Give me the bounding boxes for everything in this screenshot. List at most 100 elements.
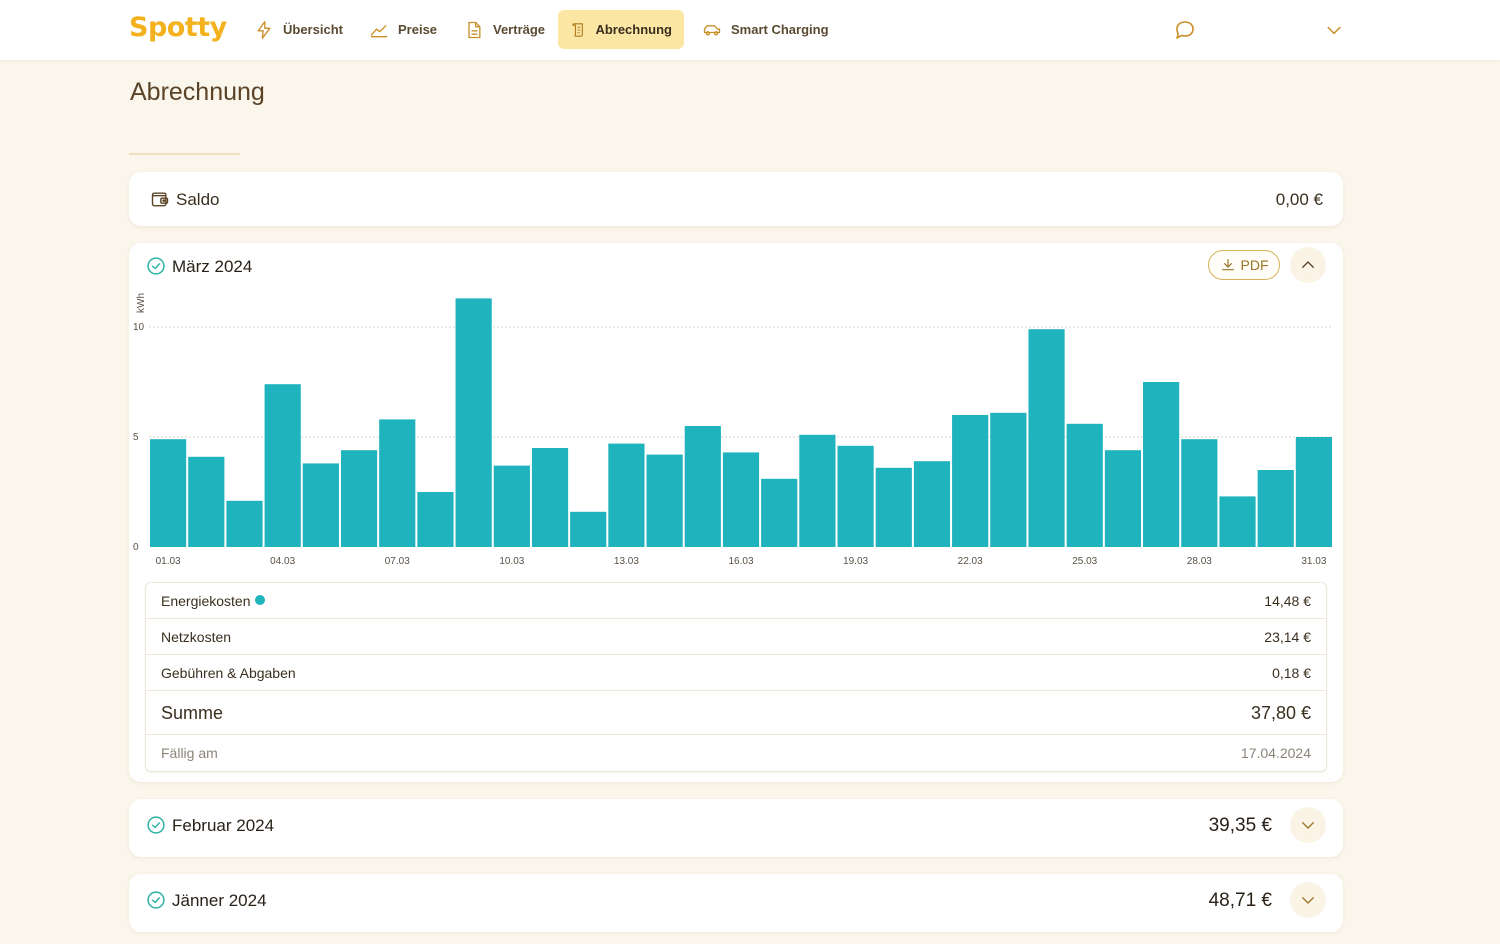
check-circle-icon (147, 891, 165, 909)
chart-bar-28.03[interactable] (1181, 439, 1218, 547)
chart-bar-31.03[interactable] (1295, 437, 1332, 547)
y-tick-label: 5 (133, 432, 139, 443)
chart-bar-14.03[interactable] (646, 454, 683, 547)
wallet-icon (151, 192, 169, 207)
chart-bar-03.03[interactable] (226, 500, 263, 547)
cost-value: 14,48 € (1264, 593, 1311, 609)
consumption-bar-chart: kWh 0 5 10 01.03 04.03 07.03 10.03 13.03 16.03 1… (133, 293, 1333, 567)
check-circle-icon (147, 816, 165, 834)
saldo-value: 0,00 € (1275, 190, 1323, 209)
x-tick-label: 31.03 (1301, 556, 1326, 567)
chart-bar-22.03[interactable] (952, 415, 989, 547)
chart-bar-21.03[interactable] (913, 461, 951, 547)
x-tick-label: 04.03 (270, 556, 295, 567)
cost-row-energy: Energiekosten 14,48 € (146, 583, 1326, 619)
chat-icon[interactable] (1173, 18, 1197, 42)
chart-bar-15.03[interactable] (684, 426, 721, 547)
invoice-card-march: März 2024 PDF kWh 0 5 10 01.03 04.03 07.03 10… (129, 243, 1343, 782)
energy-legend-dot (254, 595, 265, 605)
x-tick-label: 28.03 (1187, 556, 1212, 567)
invoice-card-february[interactable]: Februar 2024 39,35 € (129, 799, 1343, 857)
chart-bar-27.03[interactable] (1143, 382, 1180, 547)
expand-button[interactable] (1290, 882, 1326, 918)
chart-bar-23.03[interactable] (990, 412, 1027, 547)
due-date-label: Fällig am (161, 745, 218, 761)
chart-bar-04.03[interactable] (264, 384, 301, 547)
y-tick-label: 0 (133, 542, 139, 553)
receipt-icon (572, 22, 583, 37)
chart-bar-07.03[interactable] (379, 419, 416, 547)
chart-bar-30.03[interactable] (1257, 470, 1294, 547)
chart-bar-16.03[interactable] (722, 452, 760, 547)
nav-label-uebersicht: Übersicht (283, 22, 343, 37)
cost-value: 0,18 € (1272, 665, 1311, 681)
nav-label-preise: Preise (398, 22, 438, 37)
x-tick-label: 25.03 (1072, 556, 1097, 567)
document-icon (468, 21, 481, 38)
chart-y-axis-label: kWh (136, 293, 147, 313)
total-label: Summe (161, 703, 224, 723)
chart-bar-12.03[interactable] (570, 511, 607, 547)
pdf-button-label: PDF (1240, 257, 1269, 273)
chart-bar-17.03[interactable] (761, 478, 798, 547)
cost-row-fees: Gebühren & Abgaben 0,18 € (146, 655, 1326, 691)
nav-item-vertraege[interactable]: Verträge (452, 10, 557, 49)
chart-bar-25.03[interactable] (1066, 423, 1103, 547)
cost-label: Energiekosten (161, 593, 265, 609)
invoice-amount: 48,71 € (1208, 890, 1272, 911)
chart-bar-10.03[interactable] (493, 465, 530, 547)
x-tick-label: 13.03 (614, 556, 639, 567)
invoice-month-title: Jänner 2024 (172, 891, 267, 910)
page-title: Abrechnung (130, 78, 265, 106)
y-tick-label: 10 (133, 322, 145, 333)
cost-value: 23,14 € (1264, 629, 1311, 645)
nav-label-smart-charging: Smart Charging (731, 22, 829, 37)
expand-button[interactable] (1290, 807, 1326, 843)
chart-bar-01.03[interactable] (150, 439, 187, 547)
nav-label-abrechnung: Abrechnung (595, 22, 672, 37)
check-circle-icon (147, 257, 165, 275)
nav-item-preise[interactable]: Preise (357, 10, 449, 49)
chart-bar-20.03[interactable] (875, 467, 912, 547)
chevron-down-icon (1302, 897, 1314, 904)
cost-row-due-date: Fällig am 17.04.2024 (146, 735, 1326, 771)
x-tick-label: 16.03 (728, 556, 753, 567)
pdf-download-button[interactable]: PDF (1208, 250, 1280, 280)
saldo-label: Saldo (176, 190, 220, 209)
chart-bar-05.03[interactable] (302, 463, 339, 547)
x-tick-label: 10.03 (499, 556, 524, 567)
chart-bar-26.03[interactable] (1104, 450, 1142, 547)
chart-bar-02.03[interactable] (188, 456, 225, 547)
chart-bar-13.03[interactable] (608, 443, 645, 547)
download-icon (1221, 259, 1234, 271)
cost-label: Netzkosten (161, 629, 232, 645)
chart-bar-08.03[interactable] (417, 492, 454, 547)
x-tick-label: 01.03 (156, 556, 181, 567)
saldo-card: Saldo 0,00 € (129, 172, 1343, 226)
app-logo[interactable]: Spotty (129, 12, 227, 43)
chart-bar-29.03[interactable] (1219, 496, 1256, 547)
chevron-down-icon[interactable] (1324, 20, 1344, 40)
chart-bar-09.03[interactable] (455, 298, 492, 547)
top-navigation: Spotty Übersicht Preise Verträge Abrechn… (0, 0, 1500, 60)
invoice-month-title: März 2024 (172, 257, 253, 276)
invoice-card-january[interactable]: Jänner 2024 48,71 € (129, 874, 1343, 932)
chart-bar-19.03[interactable] (837, 445, 874, 547)
chart-bar-24.03[interactable] (1028, 329, 1065, 547)
chart-bar-06.03[interactable] (340, 450, 378, 547)
nav-item-uebersicht[interactable]: Übersicht (242, 10, 355, 49)
invoice-month-title: Februar 2024 (172, 816, 275, 835)
chart-bar-11.03[interactable] (531, 448, 569, 547)
chart-bar-18.03[interactable] (799, 434, 836, 547)
title-underline (129, 153, 240, 155)
cost-label: Gebühren & Abgaben (161, 665, 296, 681)
nav-item-smart-charging[interactable]: Smart Charging (690, 10, 841, 49)
chevron-up-icon (1302, 261, 1314, 268)
collapse-button[interactable] (1290, 247, 1326, 283)
x-tick-label: 19.03 (843, 556, 868, 567)
cost-row-grid: Netzkosten 23,14 € (146, 619, 1326, 655)
chevron-down-icon (1302, 822, 1314, 829)
cost-breakdown-table: Energiekosten 14,48 € Netzkosten 23,14 €… (145, 582, 1327, 772)
nav-item-abrechnung[interactable]: Abrechnung (558, 10, 684, 49)
trend-line-icon (370, 24, 388, 37)
